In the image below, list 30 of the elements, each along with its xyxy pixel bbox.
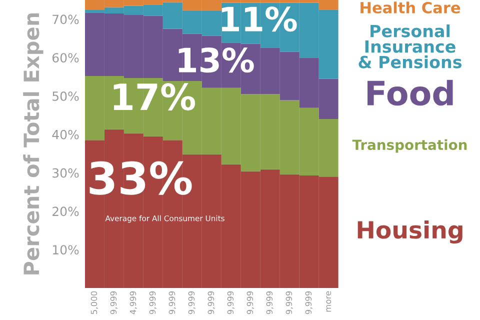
y-tick-label: 30% — [52, 168, 79, 178]
x-tick-label: 9,999 — [188, 291, 196, 314]
x-tick-label: 9,999 — [227, 291, 234, 314]
x-tick-label: more — [326, 291, 332, 312]
y-tick-label: 70% — [52, 14, 79, 24]
x-tick-label: 9,999 — [168, 291, 176, 314]
annotation: 13% — [178, 47, 254, 73]
y-tick-label: 20% — [52, 206, 79, 216]
x-tick-label: 9,999 — [286, 291, 293, 314]
series-label: Personal Insurance & Pensions — [358, 24, 462, 68]
series-label: Health Care — [360, 2, 460, 14]
x-tick-label: 4,999 — [130, 291, 137, 314]
x-tick-label: 9,999 — [208, 291, 215, 314]
y-tick-label: 10% — [52, 245, 79, 255]
annotation: 17% — [114, 83, 196, 110]
x-tick-label: 9,999 — [149, 291, 156, 314]
y-axis-title: Percent of Total Expen — [23, 13, 44, 274]
x-tick-label: 9,999 — [246, 291, 254, 314]
series-label: Housing — [358, 220, 462, 244]
x-tick-label: 9,999 — [305, 291, 312, 314]
y-tick-label: 60% — [52, 53, 79, 63]
x-tick-label: 9,999 — [266, 291, 274, 314]
annotation: 33% — [90, 161, 192, 195]
y-tick-label: 50% — [52, 91, 79, 101]
x-tick-label: 5,000 — [90, 291, 98, 314]
annotation: 11% — [222, 6, 297, 32]
series-label: Food — [368, 80, 453, 106]
series-label: Transportation — [352, 139, 467, 153]
y-tick-label: 40% — [52, 130, 79, 140]
x-tick-label: 9,999 — [110, 291, 118, 314]
